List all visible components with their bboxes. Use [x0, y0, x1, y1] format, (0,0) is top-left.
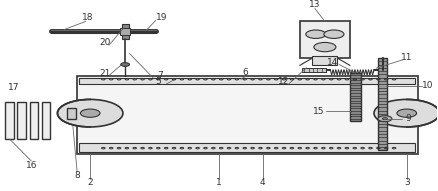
Circle shape	[121, 63, 130, 66]
Circle shape	[324, 30, 344, 38]
Circle shape	[382, 118, 388, 120]
Bar	[300, 21, 350, 58]
Text: 9: 9	[405, 114, 411, 123]
Bar	[42, 102, 50, 139]
Text: 7: 7	[157, 71, 163, 80]
Text: 2: 2	[88, 178, 93, 187]
Bar	[302, 68, 326, 72]
Bar	[120, 28, 131, 35]
Bar	[29, 102, 38, 139]
Text: 15: 15	[313, 107, 324, 116]
Text: 11: 11	[401, 53, 413, 62]
Circle shape	[81, 109, 100, 117]
Text: 20: 20	[99, 38, 110, 47]
Bar	[17, 102, 26, 139]
Circle shape	[314, 42, 336, 52]
Bar	[122, 24, 129, 39]
Text: 8: 8	[74, 171, 80, 180]
Text: 18: 18	[82, 13, 94, 22]
Bar	[5, 102, 14, 139]
Bar	[350, 73, 361, 121]
Bar	[79, 142, 416, 152]
Text: 3: 3	[404, 178, 410, 187]
Text: 13: 13	[309, 0, 321, 9]
Bar	[312, 56, 337, 66]
Circle shape	[397, 109, 417, 117]
Text: 6: 6	[242, 68, 248, 77]
Circle shape	[57, 99, 123, 127]
Circle shape	[374, 99, 438, 127]
Text: 19: 19	[155, 13, 167, 22]
Text: 4: 4	[260, 178, 265, 187]
Text: 5: 5	[155, 78, 161, 87]
Bar	[67, 108, 76, 119]
Text: 21: 21	[99, 69, 110, 78]
Text: 16: 16	[25, 161, 37, 170]
Bar	[378, 58, 387, 150]
Text: 17: 17	[8, 83, 20, 92]
Circle shape	[378, 116, 392, 122]
Circle shape	[306, 30, 326, 38]
Text: 14: 14	[327, 58, 338, 67]
Text: 1: 1	[216, 178, 222, 187]
Bar	[77, 76, 418, 154]
Text: 10: 10	[422, 81, 434, 90]
Bar	[79, 78, 416, 84]
Text: 12: 12	[278, 78, 290, 87]
